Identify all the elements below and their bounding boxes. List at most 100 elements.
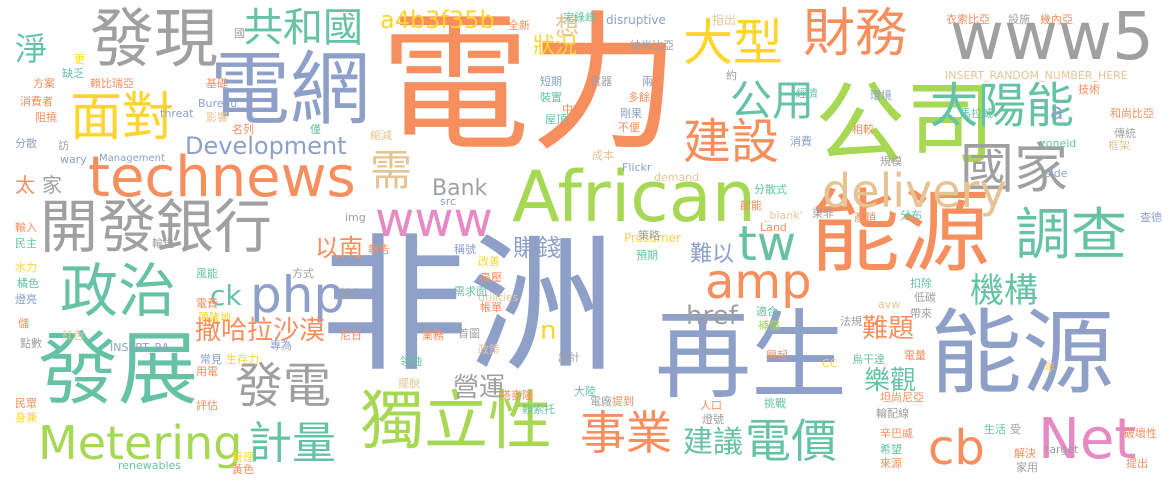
word: utilities (478, 291, 519, 304)
word: Flickr (622, 161, 652, 174)
word: 機構 (970, 271, 1038, 311)
word: demand (654, 171, 700, 184)
word: 預期 (636, 249, 658, 262)
word: CC (822, 357, 838, 370)
word: amp (705, 254, 812, 310)
word: 常見 (200, 353, 222, 366)
word: 共和國 (243, 5, 363, 51)
word: 電量 (904, 349, 926, 362)
word: 大陸 (574, 385, 596, 398)
word: 阻撓 (35, 111, 57, 124)
word: INSERT_RANDOM_NUMBER_HERE (945, 69, 1128, 82)
word: 燈亮 (15, 293, 37, 306)
word: 完綠嶸 (563, 11, 596, 24)
word: 面對 (70, 88, 175, 148)
word: 方案 (33, 77, 55, 90)
word: 解決 (1014, 447, 1036, 460)
word: 電網 (210, 43, 370, 136)
word: 約 (726, 69, 737, 82)
word: 全新 (508, 19, 530, 32)
word: delivery (822, 164, 1007, 218)
word: 查德 (1140, 211, 1162, 224)
word: 公司 (815, 72, 995, 177)
word: 非洲 (320, 220, 616, 392)
word: 中非 (562, 103, 584, 116)
word: 高壓 (480, 271, 502, 284)
word: 方式 (292, 267, 314, 280)
word: INSERT_RA (110, 341, 170, 354)
word: 幾內亞 (1040, 13, 1073, 26)
word: 年 (1044, 361, 1055, 374)
word: 帶來 (910, 307, 932, 320)
word: a (1050, 100, 1064, 125)
word: 辛巴威 (880, 427, 913, 440)
word: 紅色 (62, 329, 84, 342)
word: 設計 (558, 351, 580, 364)
word: www (375, 192, 493, 248)
word: 點數 (20, 337, 42, 350)
word: 技術 (1078, 83, 1100, 96)
word: 馬拉威 (960, 107, 993, 120)
word: 來源 (880, 457, 902, 470)
word: 開發銀行 (40, 193, 273, 261)
word: 樂觀 (864, 366, 917, 396)
word: 設施 (1008, 13, 1030, 26)
word: Metering (38, 416, 243, 470)
word: 民主 (15, 237, 37, 250)
word: 政治 (60, 257, 177, 325)
word: 兩 (642, 75, 653, 88)
word: 事業 (580, 406, 672, 460)
word: 衣索比亞 (946, 13, 990, 26)
word: disruptive (606, 13, 666, 27)
word: 賺錢 (513, 234, 561, 262)
word: 電廠 (590, 395, 612, 408)
word: 管理 (232, 451, 254, 464)
word: 不便 (618, 121, 640, 134)
word: 指出 (712, 13, 737, 27)
word: 難題 (862, 314, 915, 344)
word: 政策 (478, 343, 500, 356)
word: 補償 (758, 319, 780, 332)
word: 燈號 (702, 413, 724, 426)
word: 屋頂 (545, 113, 567, 126)
word: 建議 (683, 425, 743, 460)
word: 獨立性 (360, 385, 552, 459)
word: 發展 (38, 323, 198, 416)
word: target (1045, 443, 1079, 456)
word: 納米比亞 (630, 39, 674, 52)
word: 大型 (683, 14, 783, 72)
word: 適合 (756, 305, 778, 318)
word: 領袖 (400, 355, 422, 368)
word: 分散式 (754, 183, 787, 196)
word: 消費者 (20, 95, 53, 108)
word: 黃色 (232, 463, 254, 476)
word: 坦尚尼亞 (880, 391, 924, 404)
word: 用電 (196, 365, 218, 378)
word: 改善 (478, 255, 500, 268)
word: 分布 (900, 209, 922, 222)
word: 營運 (453, 373, 506, 403)
word: 帳單 (480, 301, 502, 314)
word: 太 (15, 173, 35, 197)
word: 環境 (870, 89, 892, 102)
word: 基礎 (206, 77, 228, 90)
word: 建設 (683, 114, 780, 170)
word: avw (878, 298, 901, 311)
word: 分散 (15, 137, 37, 150)
word: 生存力 (226, 353, 259, 366)
word: 以南 (315, 234, 363, 262)
word: 報告 (368, 243, 390, 256)
word: 名列 (232, 123, 254, 136)
word: 家用 (1016, 461, 1038, 474)
word: 影響 (206, 111, 228, 124)
word: 想 (555, 12, 579, 40)
word: 產銷 (854, 211, 876, 224)
word: 生活 (984, 423, 1006, 436)
word: 成本 (592, 149, 614, 162)
word: cb (928, 420, 985, 476)
word: 儲 (18, 317, 29, 330)
word: 稱號 (454, 243, 476, 256)
word: href (686, 301, 738, 331)
word: 規模 (880, 155, 902, 168)
